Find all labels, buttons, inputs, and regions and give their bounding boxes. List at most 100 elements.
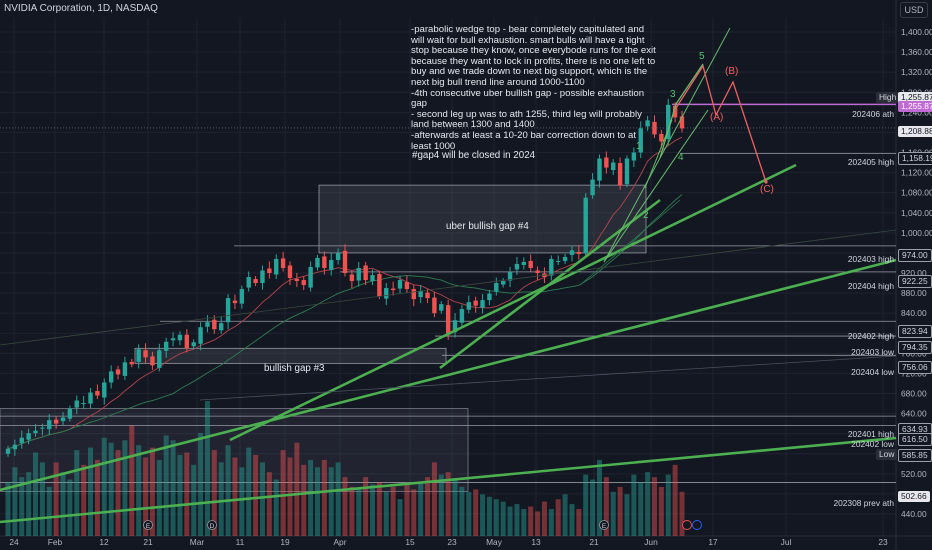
volume-bar	[108, 442, 114, 536]
price-label-low: 585.85	[898, 449, 932, 462]
volume-bar	[631, 474, 637, 536]
bullish-gap-box	[134, 347, 447, 364]
candle-body	[205, 322, 210, 327]
volume-bar	[624, 494, 630, 536]
volume-bar	[342, 477, 348, 536]
currency-button[interactable]: USD	[900, 2, 928, 18]
level-name-ath: 202406 ath	[852, 109, 894, 119]
level-name-202403-high: 202403 high	[847, 254, 894, 264]
x-tick-label: 23	[878, 537, 888, 547]
candle-body	[624, 158, 630, 185]
volume-bar	[94, 459, 100, 536]
x-tick-label: Mar	[190, 537, 205, 547]
x-tick-label: 17	[708, 537, 718, 547]
volume-bar	[445, 472, 451, 536]
candle-body	[363, 265, 368, 281]
wave-3-label: 3	[670, 89, 676, 100]
volume-bar	[486, 496, 492, 536]
candle-body	[219, 323, 224, 331]
volume-bar	[665, 474, 671, 536]
level-name-202403-low: 202403 low	[851, 347, 894, 357]
volume-bar	[541, 501, 547, 536]
volume-bar	[425, 477, 431, 536]
volume-bar	[74, 450, 80, 536]
volume-bar	[452, 479, 458, 536]
volume-bar	[294, 442, 300, 536]
volume-bar	[129, 425, 135, 536]
volume-bar	[204, 401, 210, 536]
volume-bar	[321, 459, 327, 536]
candle-body	[335, 252, 341, 260]
candle-body	[370, 275, 375, 282]
volume-bar	[438, 474, 444, 536]
candle-body	[122, 362, 128, 376]
candle-body	[384, 288, 389, 299]
candle-body	[102, 382, 107, 398]
candle-body	[191, 342, 196, 347]
volume-bar	[500, 501, 506, 536]
candle-body	[67, 408, 73, 419]
volume-bar	[473, 489, 479, 536]
candle-body	[260, 270, 265, 284]
candle-body	[280, 258, 286, 268]
volume-bar	[466, 491, 472, 536]
candle-body	[638, 128, 643, 153]
candle-body	[590, 179, 595, 196]
candle-body	[150, 356, 155, 366]
candle-body	[425, 292, 430, 299]
price-label-922: 922.25	[898, 275, 932, 288]
volume-bar	[266, 472, 272, 536]
volume-bar	[198, 432, 204, 536]
volume-bar	[143, 457, 149, 536]
volume-bar	[383, 491, 389, 536]
candle-body	[666, 104, 671, 139]
y-tick-label: 1,240.00	[901, 107, 932, 117]
volume-bar	[19, 477, 25, 536]
candle-body	[645, 120, 650, 127]
volume-bar	[404, 484, 410, 536]
wave-2-label: 2	[643, 210, 649, 221]
volume-bar	[46, 486, 52, 536]
candle-body	[322, 256, 327, 268]
volume-bar	[328, 467, 334, 536]
event-marker-icon	[207, 520, 217, 530]
x-tick-label: 13	[531, 537, 541, 547]
trendline-faint-1	[0, 229, 897, 346]
x-tick-label: 23	[447, 537, 457, 547]
candle-body	[569, 250, 575, 255]
volume-bar	[590, 479, 596, 536]
candle-body	[136, 349, 141, 362]
volume-bar	[60, 472, 66, 536]
volume-bar	[576, 509, 582, 536]
volume-bar	[349, 486, 355, 536]
candle-body	[439, 304, 444, 311]
x-tick-label: 19	[280, 537, 290, 547]
volume-bar	[535, 511, 541, 536]
candle-body	[33, 430, 38, 434]
y-tick-label: 520.00	[901, 469, 927, 479]
candle-body	[157, 350, 162, 368]
x-tick-label: 11	[236, 537, 245, 547]
candle-body	[404, 282, 410, 290]
candle-body	[177, 334, 183, 341]
candle-body	[659, 133, 664, 142]
volume-bar	[411, 489, 417, 536]
y-tick-label: 1,320.00	[901, 67, 932, 77]
volume-bar	[521, 509, 527, 536]
volume-bar	[149, 447, 155, 536]
volume-bar	[280, 450, 286, 536]
candle-body	[47, 420, 52, 430]
dividend-marker-icon	[682, 520, 692, 530]
candle-body	[294, 279, 300, 282]
y-tick-label: 1,400.00	[901, 27, 932, 37]
candle-body	[60, 417, 66, 422]
volume-bar	[363, 477, 369, 536]
event-marker-letter: E	[602, 523, 607, 530]
y-tick-label: 1,080.00	[901, 188, 932, 198]
candle-body	[583, 197, 588, 254]
candle-body	[287, 265, 293, 279]
volume-bar	[239, 467, 245, 536]
wave-b-label: (B)	[725, 66, 739, 77]
wedge-upper	[603, 27, 731, 263]
